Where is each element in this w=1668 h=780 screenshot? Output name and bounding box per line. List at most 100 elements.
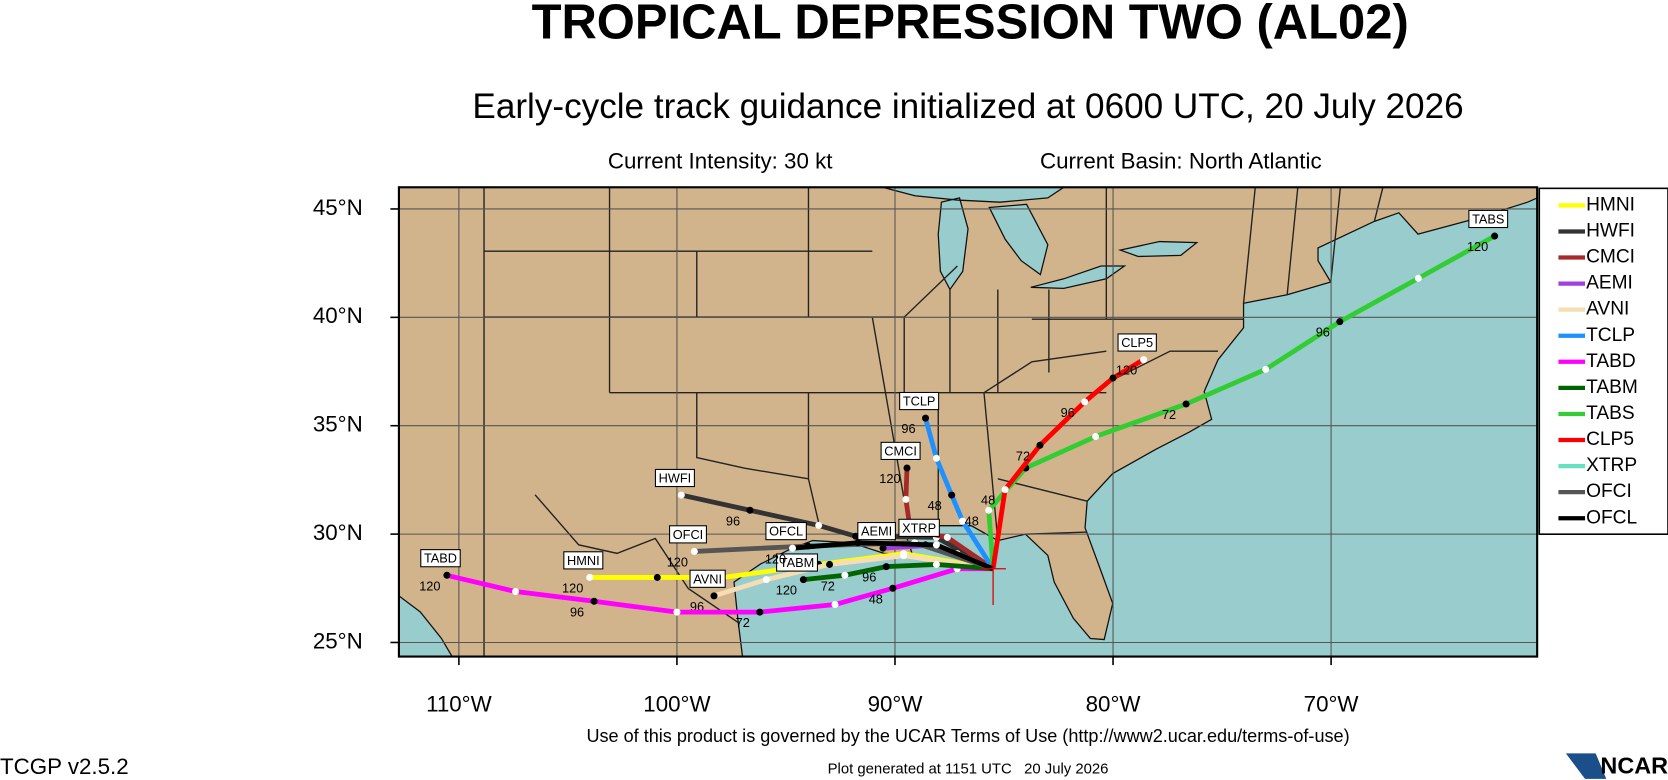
model-tag-box xyxy=(654,468,695,488)
hour-label: 120 xyxy=(1467,239,1488,254)
legend-label: TABM xyxy=(1586,377,1638,398)
model-tag-box xyxy=(898,518,940,537)
legend-label: HWFI xyxy=(1586,221,1635,242)
legend-label: HMNI xyxy=(1586,194,1635,215)
model-tag: HWFI xyxy=(654,468,695,488)
current-basin: Current Basin: North Atlantic xyxy=(1040,149,1322,174)
x-tick-label: 110°W xyxy=(426,691,492,716)
track-point xyxy=(948,491,956,499)
legend-label: CLP5 xyxy=(1586,429,1634,450)
legend-label: OFCL xyxy=(1586,507,1637,528)
model-tag: CMCI xyxy=(880,441,921,460)
model-tag-label: OFCL xyxy=(769,524,803,539)
ncar-logo: NCAR xyxy=(1600,752,1668,778)
track-point xyxy=(788,544,797,552)
track-point xyxy=(882,563,890,571)
track-point xyxy=(903,464,911,472)
x-tick-label: 90°W xyxy=(868,691,923,716)
great-lakes xyxy=(882,187,1199,291)
track-point xyxy=(1262,365,1270,373)
track-point xyxy=(932,560,940,568)
terms-of-use: Use of this product is governed by the U… xyxy=(586,726,1349,746)
hour-label: 96 xyxy=(1061,405,1075,420)
axes: 110°W 100°W 90°W 80°W 70°W 25°N 30°N 35°N 40°N 45… xyxy=(313,195,1359,717)
track-point xyxy=(1001,486,1009,494)
hour-label: 48 xyxy=(869,591,883,606)
title: TROPICAL DEPRESSION TWO (AL02) xyxy=(532,0,1409,49)
model-tag-label: TABM xyxy=(780,555,814,570)
y-tick-label: 25°N xyxy=(313,628,363,653)
model-tag: AEMI xyxy=(857,521,896,541)
hour-label: 96 xyxy=(570,604,584,619)
y-tick-label: 40°N xyxy=(313,303,363,328)
hour-label: 72 xyxy=(1016,448,1030,463)
model-tag-box xyxy=(776,553,818,572)
track-line xyxy=(680,492,995,571)
track-line xyxy=(990,357,1145,570)
hour-label: 120 xyxy=(879,471,900,486)
model-tag: TCLP xyxy=(899,391,940,411)
track-point xyxy=(900,552,908,560)
legend-label: AVNI xyxy=(1586,299,1629,320)
track-point xyxy=(854,539,862,547)
track-point xyxy=(1491,232,1499,240)
hour-label: 120 xyxy=(1116,363,1137,378)
track-point xyxy=(1081,398,1089,406)
y-tick-label: 45°N xyxy=(313,195,363,220)
model-tag: CLP5 xyxy=(1117,333,1157,352)
model-tag-box xyxy=(420,549,461,568)
subtitle: Early-cycle track guidance initialized a… xyxy=(472,87,1463,126)
storm-position xyxy=(980,556,1006,605)
track-point xyxy=(879,544,887,552)
track-point xyxy=(690,547,698,555)
track-point xyxy=(762,576,770,584)
model-tag-label: HWFI xyxy=(659,470,692,485)
hour-label: 96 xyxy=(901,421,915,436)
legend-label: CMCI xyxy=(1586,247,1635,268)
legend-label: XTRP xyxy=(1586,455,1637,476)
generated-time: Plot generated at 1151 UTC 20 July 2026 xyxy=(828,761,1109,777)
track-point xyxy=(512,588,520,596)
track-point xyxy=(1414,274,1422,282)
track-point xyxy=(841,571,849,579)
model-tag-label: OFCI xyxy=(673,527,703,542)
track-point xyxy=(1036,441,1044,449)
track-point xyxy=(1336,318,1344,326)
ncar-logo-mark xyxy=(1565,753,1607,779)
x-tick-label: 100°W xyxy=(643,691,710,716)
hour-label: 72 xyxy=(736,615,750,630)
model-tag: XTRP xyxy=(898,518,940,537)
y-tick-label: 30°N xyxy=(313,520,363,545)
hour-label: 120 xyxy=(765,551,786,566)
hour-label: 120 xyxy=(776,583,797,598)
track-point xyxy=(1092,433,1100,441)
track-point xyxy=(756,608,764,616)
hour-label: 48 xyxy=(965,513,979,528)
track-point xyxy=(799,576,807,584)
track-point xyxy=(677,491,685,499)
model-tag-box xyxy=(765,521,807,541)
track-point xyxy=(889,584,897,592)
track-point xyxy=(815,521,823,529)
model-tag: OFCI xyxy=(669,525,707,544)
model-tag-box xyxy=(1117,333,1157,352)
model-tag-label: AVNI xyxy=(693,571,722,586)
model-tag: TABD xyxy=(420,549,461,568)
legend-label: TABD xyxy=(1586,351,1636,372)
hour-label: 96 xyxy=(726,513,740,528)
track-point xyxy=(932,541,940,549)
track-point xyxy=(590,597,598,605)
model-tag-label: AEMI xyxy=(861,524,892,539)
track-point xyxy=(826,560,834,568)
track-point xyxy=(1182,400,1190,408)
y-tick-label: 35°N xyxy=(313,412,363,437)
x-tick-label: 70°W xyxy=(1304,691,1359,716)
model-tag-box xyxy=(857,521,896,541)
track-point xyxy=(443,571,451,579)
track-point xyxy=(1140,356,1148,364)
track-point xyxy=(831,601,839,609)
hour-label: 72 xyxy=(821,578,835,593)
model-tag-label: HMNI xyxy=(567,553,600,568)
legend-label: TCLP xyxy=(1586,325,1635,346)
